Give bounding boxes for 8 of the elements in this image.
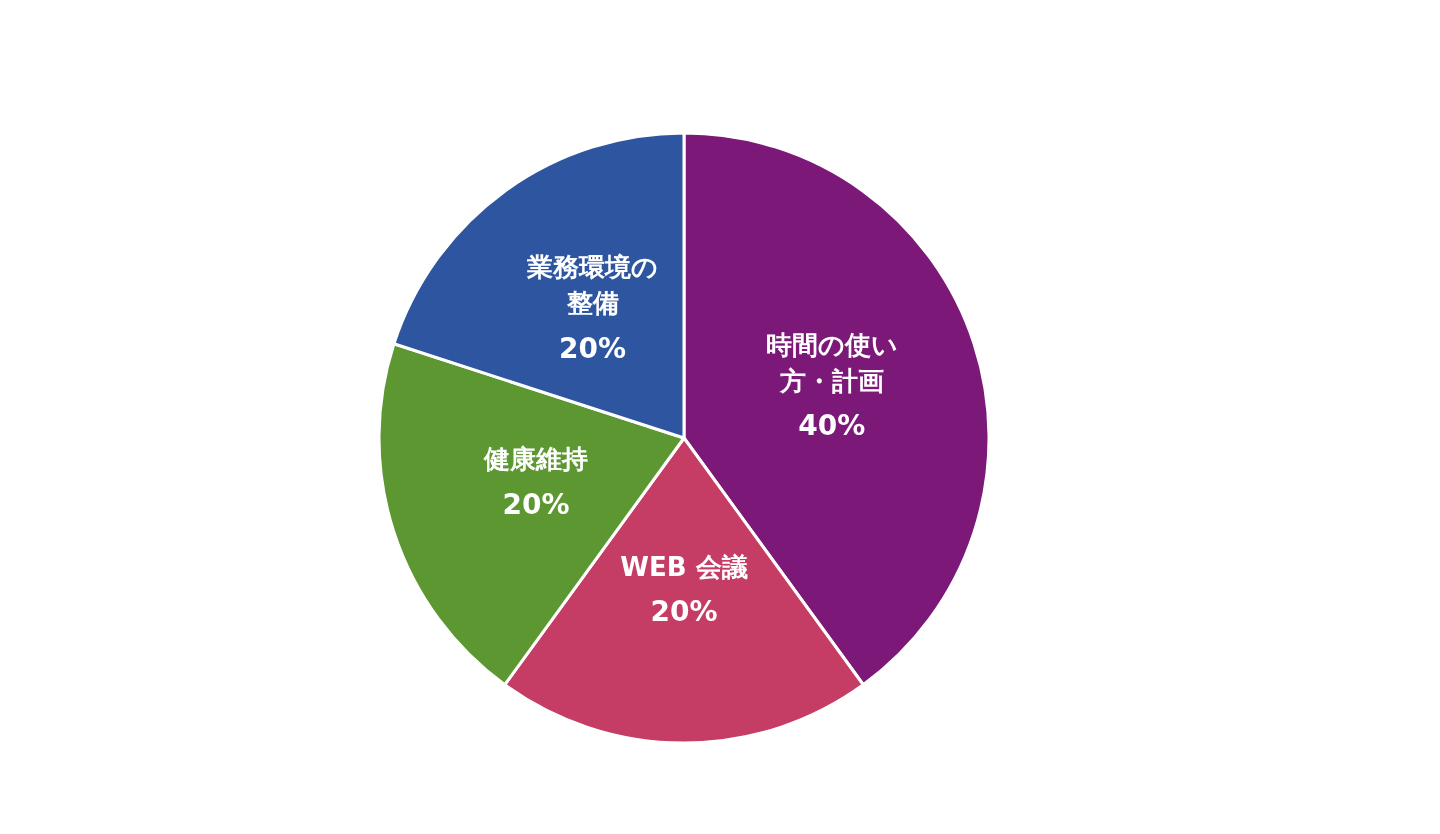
data-label: 20% bbox=[650, 595, 718, 628]
data-label: 20% bbox=[559, 331, 627, 365]
slice-label: WEB 会議 bbox=[620, 551, 748, 582]
slice-label: 健康維持 bbox=[483, 444, 589, 475]
slice-label: 時間の使い方・計画 bbox=[765, 329, 898, 396]
slice-label: 業務環境の整備 bbox=[526, 252, 659, 319]
data-label: 20% bbox=[502, 487, 570, 521]
data-label: 40% bbox=[798, 409, 866, 443]
